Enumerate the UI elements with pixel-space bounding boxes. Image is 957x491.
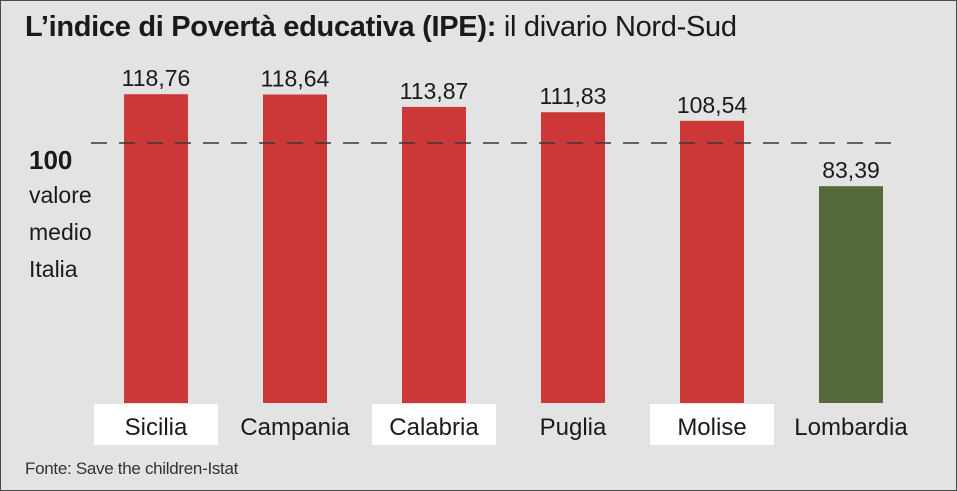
category-label-calabria: Calabria <box>389 414 479 441</box>
value-label-lombardia: 83,39 <box>822 157 880 183</box>
bar-sicilia <box>124 94 188 403</box>
value-label-puglia: 111,83 <box>540 83 607 109</box>
bar-puglia <box>541 112 605 403</box>
category-label-box-sicilia <box>94 404 218 445</box>
category-label-molise: Molise <box>677 414 746 441</box>
category-label-puglia: Puglia <box>540 414 607 441</box>
chart-title: L’indice di Povertà educativa (IPE): il … <box>25 11 737 44</box>
value-label-calabria: 113,87 <box>400 78 469 104</box>
reference-label: valore medio Italia <box>29 182 92 282</box>
category-label-campania: Campania <box>240 414 350 441</box>
value-label-sicilia: 118,76 <box>122 65 191 91</box>
bar-molise <box>680 120 744 404</box>
bars <box>124 94 883 404</box>
reference-value: 100 <box>29 145 73 175</box>
source-note: Fonte: Save the children-Istat <box>25 459 239 478</box>
category-labels: Sicilia Campania Calabria Puglia Molise Lomba… <box>125 414 909 441</box>
category-label-lombardia: Lombardia <box>794 414 908 441</box>
bar-lombardia <box>819 186 883 403</box>
category-label-sicilia: Sicilia <box>125 414 188 441</box>
bar-campania <box>263 94 327 403</box>
chart-title-sub: il divario Nord-Sud <box>503 11 737 43</box>
value-label-campania: 118,64 <box>261 66 330 92</box>
category-label-box-molise <box>650 404 774 445</box>
value-labels: 118,76 118,64 113,87 111,83 108,54 83,39 <box>122 65 880 183</box>
category-label-box-calabria <box>372 404 496 445</box>
category-label-boxes <box>94 404 774 445</box>
chart-title-main: L’indice di Povertà educativa (IPE): <box>25 11 497 43</box>
bar-calabria <box>402 106 466 404</box>
value-label-molise: 108,54 <box>677 92 748 118</box>
